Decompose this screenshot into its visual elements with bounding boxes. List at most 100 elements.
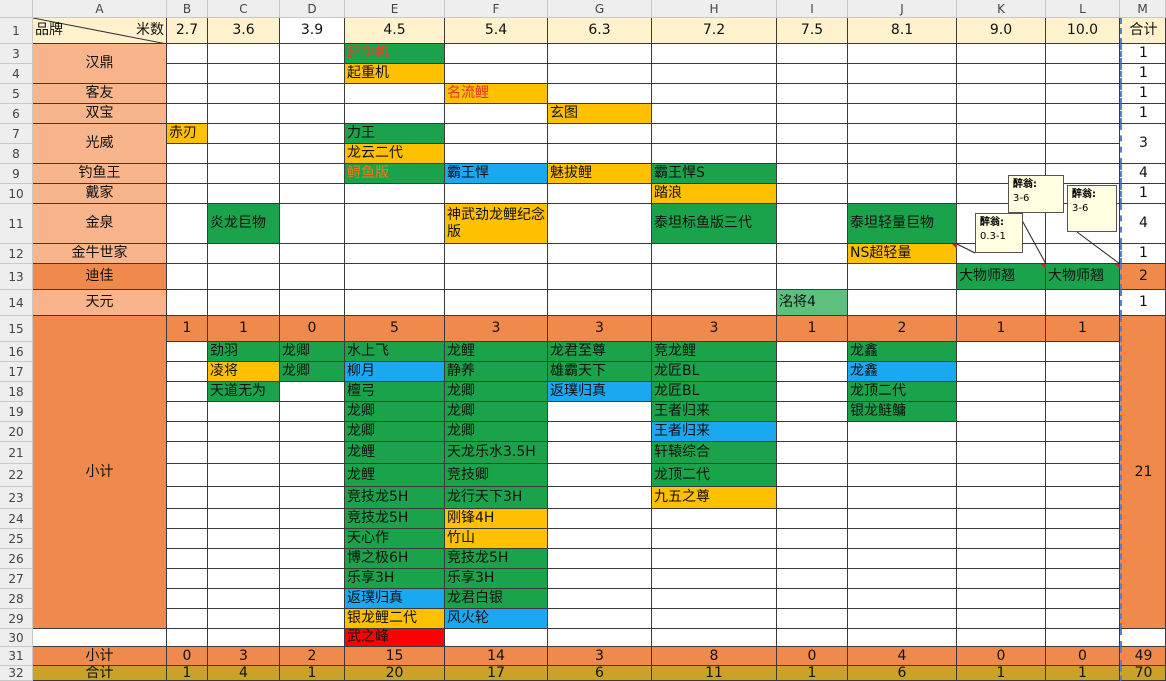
cell[interactable] (652, 44, 777, 64)
cell[interactable] (777, 422, 848, 442)
cell[interactable]: 静养 (445, 362, 548, 382)
cell[interactable] (167, 442, 208, 464)
cell[interactable]: 光威 (33, 124, 167, 164)
cell[interactable] (848, 442, 957, 464)
cell[interactable] (1046, 164, 1120, 184)
cell[interactable] (280, 442, 345, 464)
cell[interactable] (957, 442, 1046, 464)
cell[interactable] (777, 402, 848, 422)
cell[interactable]: 龙卿 (445, 402, 548, 422)
column-header[interactable]: G (548, 0, 652, 18)
cell[interactable] (548, 44, 652, 64)
cell[interactable] (280, 144, 345, 164)
cell[interactable]: 雄霸天下 (548, 362, 652, 382)
cell[interactable] (208, 529, 280, 549)
cell[interactable]: 21 (1120, 316, 1166, 629)
cell[interactable] (957, 362, 1046, 382)
column-header[interactable]: A (33, 0, 167, 18)
cell[interactable] (957, 589, 1046, 609)
cell[interactable]: 王者归来 (652, 402, 777, 422)
row-header[interactable]: 7 (0, 124, 33, 144)
cell[interactable] (208, 422, 280, 442)
cell[interactable] (208, 290, 280, 316)
cell[interactable] (280, 244, 345, 264)
cell[interactable] (345, 84, 445, 104)
cell[interactable]: 竞技龙5H (345, 509, 445, 529)
cell[interactable] (167, 290, 208, 316)
cell[interactable] (848, 609, 957, 629)
cell[interactable]: 0 (777, 647, 848, 666)
cell[interactable]: 4 (848, 647, 957, 666)
cell[interactable] (777, 144, 848, 164)
column-header[interactable]: J (848, 0, 957, 18)
cell[interactable] (848, 184, 957, 204)
row-header[interactable]: 24 (0, 509, 33, 529)
cell[interactable] (345, 290, 445, 316)
row-header[interactable]: 17 (0, 362, 33, 382)
cell[interactable]: 鲟鱼版 (345, 164, 445, 184)
cell[interactable] (33, 629, 167, 647)
cell[interactable]: 天龙乐水3.5H (445, 442, 548, 464)
cell[interactable] (652, 124, 777, 144)
cell[interactable] (548, 204, 652, 244)
cell[interactable] (280, 569, 345, 589)
cell[interactable]: 龙云二代 (345, 144, 445, 164)
cell[interactable] (167, 487, 208, 509)
cell[interactable] (652, 64, 777, 84)
cell[interactable] (280, 44, 345, 64)
cell[interactable] (208, 104, 280, 124)
cell[interactable]: 风火轮 (445, 609, 548, 629)
cell[interactable]: 1 (167, 316, 208, 342)
row-header[interactable]: 10 (0, 184, 33, 204)
cell[interactable]: 天道无为 (208, 382, 280, 402)
cell[interactable] (548, 290, 652, 316)
cell[interactable] (167, 244, 208, 264)
cell[interactable]: 泰坦标鱼版三代 (652, 204, 777, 244)
cell[interactable]: 5 (345, 316, 445, 342)
cell[interactable] (280, 104, 345, 124)
cell[interactable] (848, 64, 957, 84)
row-header[interactable]: 16 (0, 342, 33, 362)
cell[interactable] (652, 629, 777, 647)
cell[interactable]: 7.5 (777, 18, 848, 44)
cell[interactable] (167, 104, 208, 124)
cell[interactable] (167, 184, 208, 204)
cell[interactable] (445, 629, 548, 647)
comment[interactable]: 醉翁: 3-6 (1067, 185, 1117, 232)
cell[interactable]: 凌将 (208, 362, 280, 382)
cell[interactable] (848, 487, 957, 509)
cell[interactable]: 1 (777, 316, 848, 342)
cell[interactable]: 龙鲤 (345, 442, 445, 464)
cell[interactable]: 龙卿 (445, 382, 548, 402)
cell[interactable]: 起重机 (345, 44, 445, 64)
cell[interactable] (208, 509, 280, 529)
cell[interactable] (445, 184, 548, 204)
column-header[interactable]: I (777, 0, 848, 18)
cell[interactable] (280, 64, 345, 84)
cell[interactable] (957, 529, 1046, 549)
cell[interactable]: 0 (280, 316, 345, 342)
cell[interactable] (167, 204, 208, 244)
cell[interactable] (345, 244, 445, 264)
cell[interactable] (548, 609, 652, 629)
row-header[interactable]: 22 (0, 464, 33, 487)
cell[interactable]: 霸王悍 (445, 164, 548, 184)
cell[interactable] (1046, 569, 1120, 589)
cell[interactable] (957, 64, 1046, 84)
comment[interactable]: 醉翁: 0.3-1 (975, 213, 1023, 253)
cell[interactable]: 合计 (1120, 18, 1166, 44)
cell[interactable]: 柳月 (345, 362, 445, 382)
cell[interactable] (777, 204, 848, 244)
cell[interactable] (445, 124, 548, 144)
cell[interactable] (1046, 204, 1120, 244)
cell[interactable] (445, 244, 548, 264)
cell[interactable] (1046, 290, 1120, 316)
cell[interactable] (445, 290, 548, 316)
row-header[interactable]: 25 (0, 529, 33, 549)
cell[interactable] (777, 589, 848, 609)
column-header[interactable]: L (1046, 0, 1120, 18)
cell[interactable] (652, 104, 777, 124)
cell[interactable] (777, 509, 848, 529)
cell[interactable] (548, 509, 652, 529)
cell[interactable] (548, 464, 652, 487)
